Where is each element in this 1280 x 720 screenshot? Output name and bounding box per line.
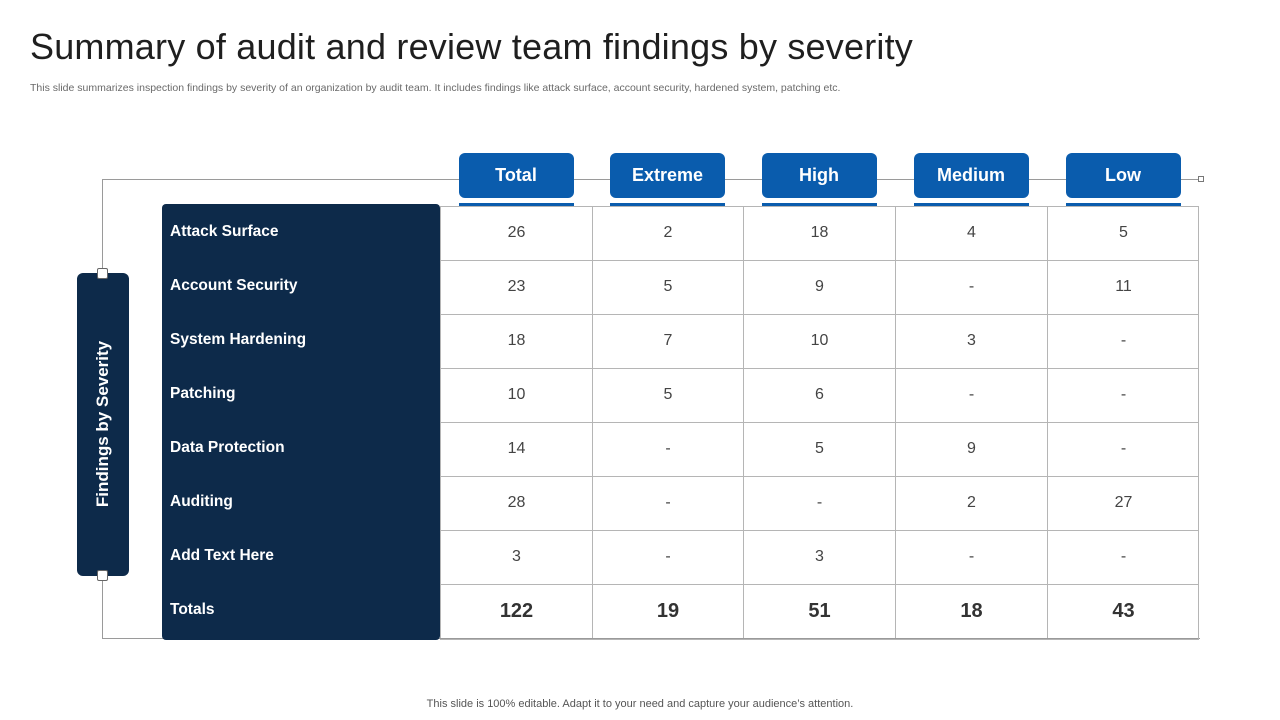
table-cell: 11 (1047, 260, 1199, 314)
page-title: Summary of audit and review team finding… (30, 26, 913, 67)
table-cell: 28 (440, 476, 592, 530)
table-cell: 3 (743, 530, 895, 584)
page-subtitle: This slide summarizes inspection finding… (30, 82, 841, 94)
table-cell: 10 (440, 368, 592, 422)
row-label: Patching (170, 385, 236, 402)
column-header-underline (761, 203, 877, 206)
column-header-underline (458, 203, 574, 206)
table-cell: 10 (743, 314, 895, 368)
column-header-underline (1065, 203, 1181, 206)
footer-note: This slide is 100% editable. Adapt it to… (426, 698, 854, 710)
row-label-panel (162, 204, 440, 640)
table-cell: 3 (440, 530, 592, 584)
column-header-underline (610, 203, 725, 206)
column-header-total: Total (458, 153, 574, 198)
table-cell: - (1047, 422, 1199, 476)
row-label: Account Security (170, 277, 298, 294)
side-label: Findings by Severity (93, 340, 112, 508)
findings-table: 26 2 18 4 5 23 5 9-11 18 7 10 3-10 5 6- -14-5 9-28- -2 27… (440, 206, 1199, 640)
column-header-underline (913, 203, 1029, 206)
column-header-extreme: Extreme (610, 153, 725, 198)
totals-cell: 18 (895, 584, 1047, 638)
table-cell: - (592, 422, 743, 476)
table-cell: - (1047, 530, 1199, 584)
totals-cell: 19 (592, 584, 743, 638)
column-header-medium: Medium (913, 153, 1029, 198)
table-cell: 5 (592, 260, 743, 314)
side-label-bottom-handle (97, 570, 108, 581)
column-header-low: Low (1065, 153, 1181, 198)
table-cell: 3 (895, 314, 1047, 368)
side-label-top-handle (97, 268, 108, 279)
table-cell: 23 (440, 260, 592, 314)
table-cell: - (895, 530, 1047, 584)
row-label: System Hardening (170, 331, 307, 348)
side-label-box (77, 273, 129, 576)
table-cell: 2 (592, 206, 743, 260)
column-header-high: High (761, 153, 877, 198)
table-cell: 14 (440, 422, 592, 476)
table-cell: 5 (743, 422, 895, 476)
totals-cell: 43 (1047, 584, 1199, 638)
row-label: Attack Surface (170, 223, 279, 240)
frame-end-dot (1198, 176, 1204, 182)
table-cell: 9 (895, 422, 1047, 476)
totals-cell: 122 (440, 584, 592, 638)
table-cell: - (592, 530, 743, 584)
table-cell: 2 (895, 476, 1047, 530)
row-label: Data Protection (170, 439, 285, 456)
table-cell: 6 (743, 368, 895, 422)
table-cell: 18 (440, 314, 592, 368)
table-cell: - (1047, 314, 1199, 368)
table-cell: 9 (743, 260, 895, 314)
table-cell: - (1047, 368, 1199, 422)
row-label: Totals (170, 601, 215, 618)
table-cell: 18 (743, 206, 895, 260)
table-cell: - (592, 476, 743, 530)
table-cell: 5 (592, 368, 743, 422)
table-cell: 27 (1047, 476, 1199, 530)
table-cell: - (743, 476, 895, 530)
table-cell: 26 (440, 206, 592, 260)
table-cell: 5 (1047, 206, 1199, 260)
table-cell: 7 (592, 314, 743, 368)
row-label: Auditing (170, 493, 233, 510)
table-cell: - (895, 260, 1047, 314)
table-cell: 4 (895, 206, 1047, 260)
row-label: Add Text Here (170, 547, 274, 564)
table-cell: - (895, 368, 1047, 422)
totals-cell: 51 (743, 584, 895, 638)
